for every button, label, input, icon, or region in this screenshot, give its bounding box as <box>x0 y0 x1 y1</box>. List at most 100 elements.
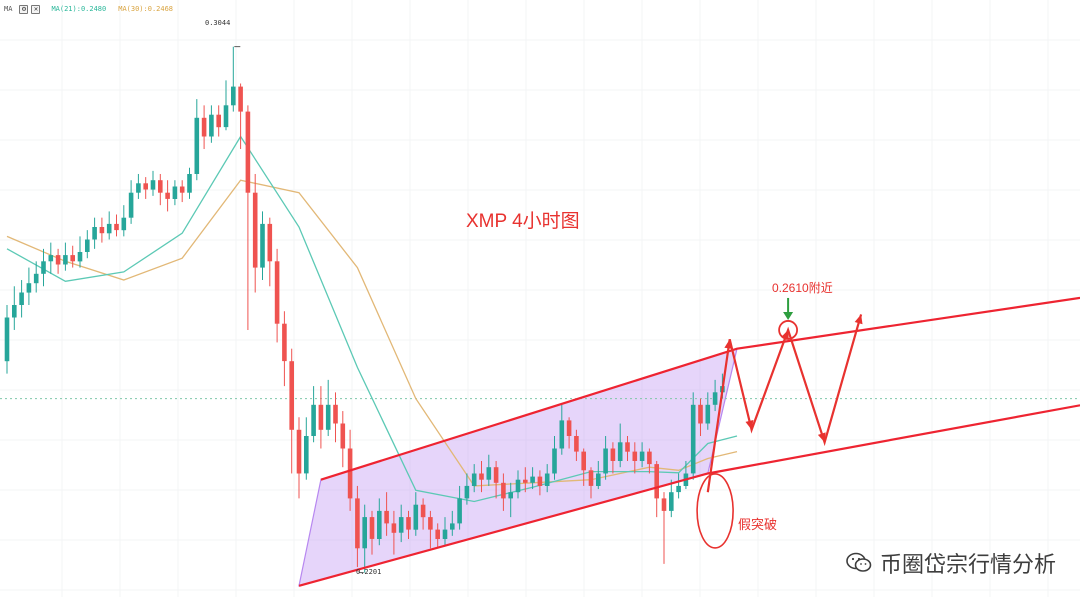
candle-body <box>340 423 346 449</box>
candle-body <box>479 473 484 480</box>
target-arrow-head <box>783 311 794 320</box>
candle-body <box>150 180 156 190</box>
candle-body <box>420 504 426 518</box>
ma21-value: MA(21):0.2480 <box>51 5 107 13</box>
candle-body <box>114 223 119 231</box>
projection-arrowhead <box>745 419 754 430</box>
candle-body <box>617 442 623 461</box>
candle-body <box>41 261 46 274</box>
projection-arrowhead <box>854 314 863 325</box>
low-price-marker: 0.2201 <box>356 568 381 576</box>
candle-body <box>209 114 214 137</box>
candle-body <box>362 517 367 549</box>
candle-body <box>450 523 455 530</box>
candle-body <box>530 476 535 483</box>
target-circle <box>778 320 798 340</box>
candle-body <box>333 404 338 424</box>
candle-body <box>187 174 192 193</box>
candle-body <box>654 464 659 499</box>
candle-body <box>260 223 265 268</box>
candle-body <box>85 239 90 252</box>
watermark: 币圈岱宗行情分析 <box>846 547 1056 579</box>
candle-body <box>92 227 97 240</box>
candle-body <box>143 183 148 190</box>
candle-body <box>267 223 273 262</box>
candles-layer <box>4 46 725 573</box>
candle-body <box>566 420 572 436</box>
candle-body <box>398 517 404 533</box>
candle-body <box>486 467 492 480</box>
candle-body <box>523 479 528 483</box>
channel-lines-layer <box>298 296 1080 587</box>
candle-body <box>136 183 141 193</box>
candle-body <box>574 436 579 452</box>
false-breakout-ellipse <box>696 473 734 549</box>
candle-body <box>296 429 302 474</box>
candle-body <box>603 448 608 474</box>
false-breakout-label: 假突破 <box>738 517 777 533</box>
candle-body <box>537 476 543 486</box>
candle-body <box>588 470 594 486</box>
candle-body <box>77 252 83 262</box>
candle-body <box>12 305 17 318</box>
candle-body <box>311 404 316 436</box>
candle-body <box>216 114 221 128</box>
candle-body <box>625 442 630 452</box>
candle-body <box>289 361 294 430</box>
candle-body <box>435 529 440 539</box>
close-icon[interactable]: ✕ <box>31 4 41 14</box>
target-annotation-label: 0.2610附近 <box>772 281 833 295</box>
candle-body <box>106 223 112 234</box>
candle-body <box>252 192 258 268</box>
candle-body <box>158 180 163 193</box>
candle-body <box>33 273 39 284</box>
channel-lower-line <box>298 404 1080 587</box>
candle-body <box>508 492 513 499</box>
candle-body <box>413 504 419 530</box>
candle-body <box>464 485 470 499</box>
candle-body <box>552 448 557 474</box>
candle-body <box>245 111 251 193</box>
candle-body <box>369 517 375 539</box>
ma21-line <box>6 135 738 503</box>
candle-body <box>610 448 616 461</box>
candle-body <box>669 492 674 511</box>
candle-body <box>690 404 696 474</box>
candle-body <box>99 227 105 234</box>
candle-body <box>377 510 382 539</box>
candle-body <box>355 498 360 549</box>
candle-body <box>282 323 287 362</box>
candle-body <box>493 467 499 483</box>
candle-body <box>661 498 667 511</box>
candle-body <box>406 517 411 530</box>
candle-body <box>231 86 236 106</box>
wechat-icon <box>846 552 872 572</box>
candle-body <box>121 217 127 231</box>
candle-body <box>70 255 75 262</box>
candle-body <box>428 517 433 530</box>
high-price-marker: 0.3044 <box>205 19 230 27</box>
candle-body <box>544 473 550 486</box>
candle-body <box>705 404 711 424</box>
projection-arrowhead <box>724 339 733 349</box>
candle-body <box>596 473 601 486</box>
candle-body <box>347 448 353 499</box>
candle-body <box>274 261 280 324</box>
annotation-layer <box>234 46 863 574</box>
moving-average-layer <box>6 135 738 503</box>
settings-icon[interactable]: ⚙ <box>19 4 29 14</box>
candle-body <box>172 186 178 199</box>
candle-body <box>384 510 389 524</box>
projection-arrowhead <box>817 432 826 443</box>
candle-body <box>63 255 68 265</box>
candle-body <box>201 117 207 137</box>
candle-body <box>19 292 24 305</box>
candle-body <box>471 473 477 486</box>
projection-path <box>706 314 863 493</box>
candle-body <box>632 451 638 461</box>
candle-body <box>391 523 397 533</box>
candle-body <box>318 404 324 430</box>
